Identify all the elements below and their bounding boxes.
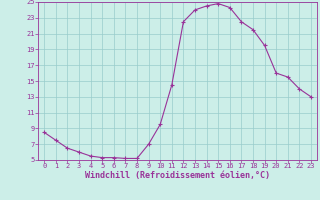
X-axis label: Windchill (Refroidissement éolien,°C): Windchill (Refroidissement éolien,°C) — [85, 171, 270, 180]
